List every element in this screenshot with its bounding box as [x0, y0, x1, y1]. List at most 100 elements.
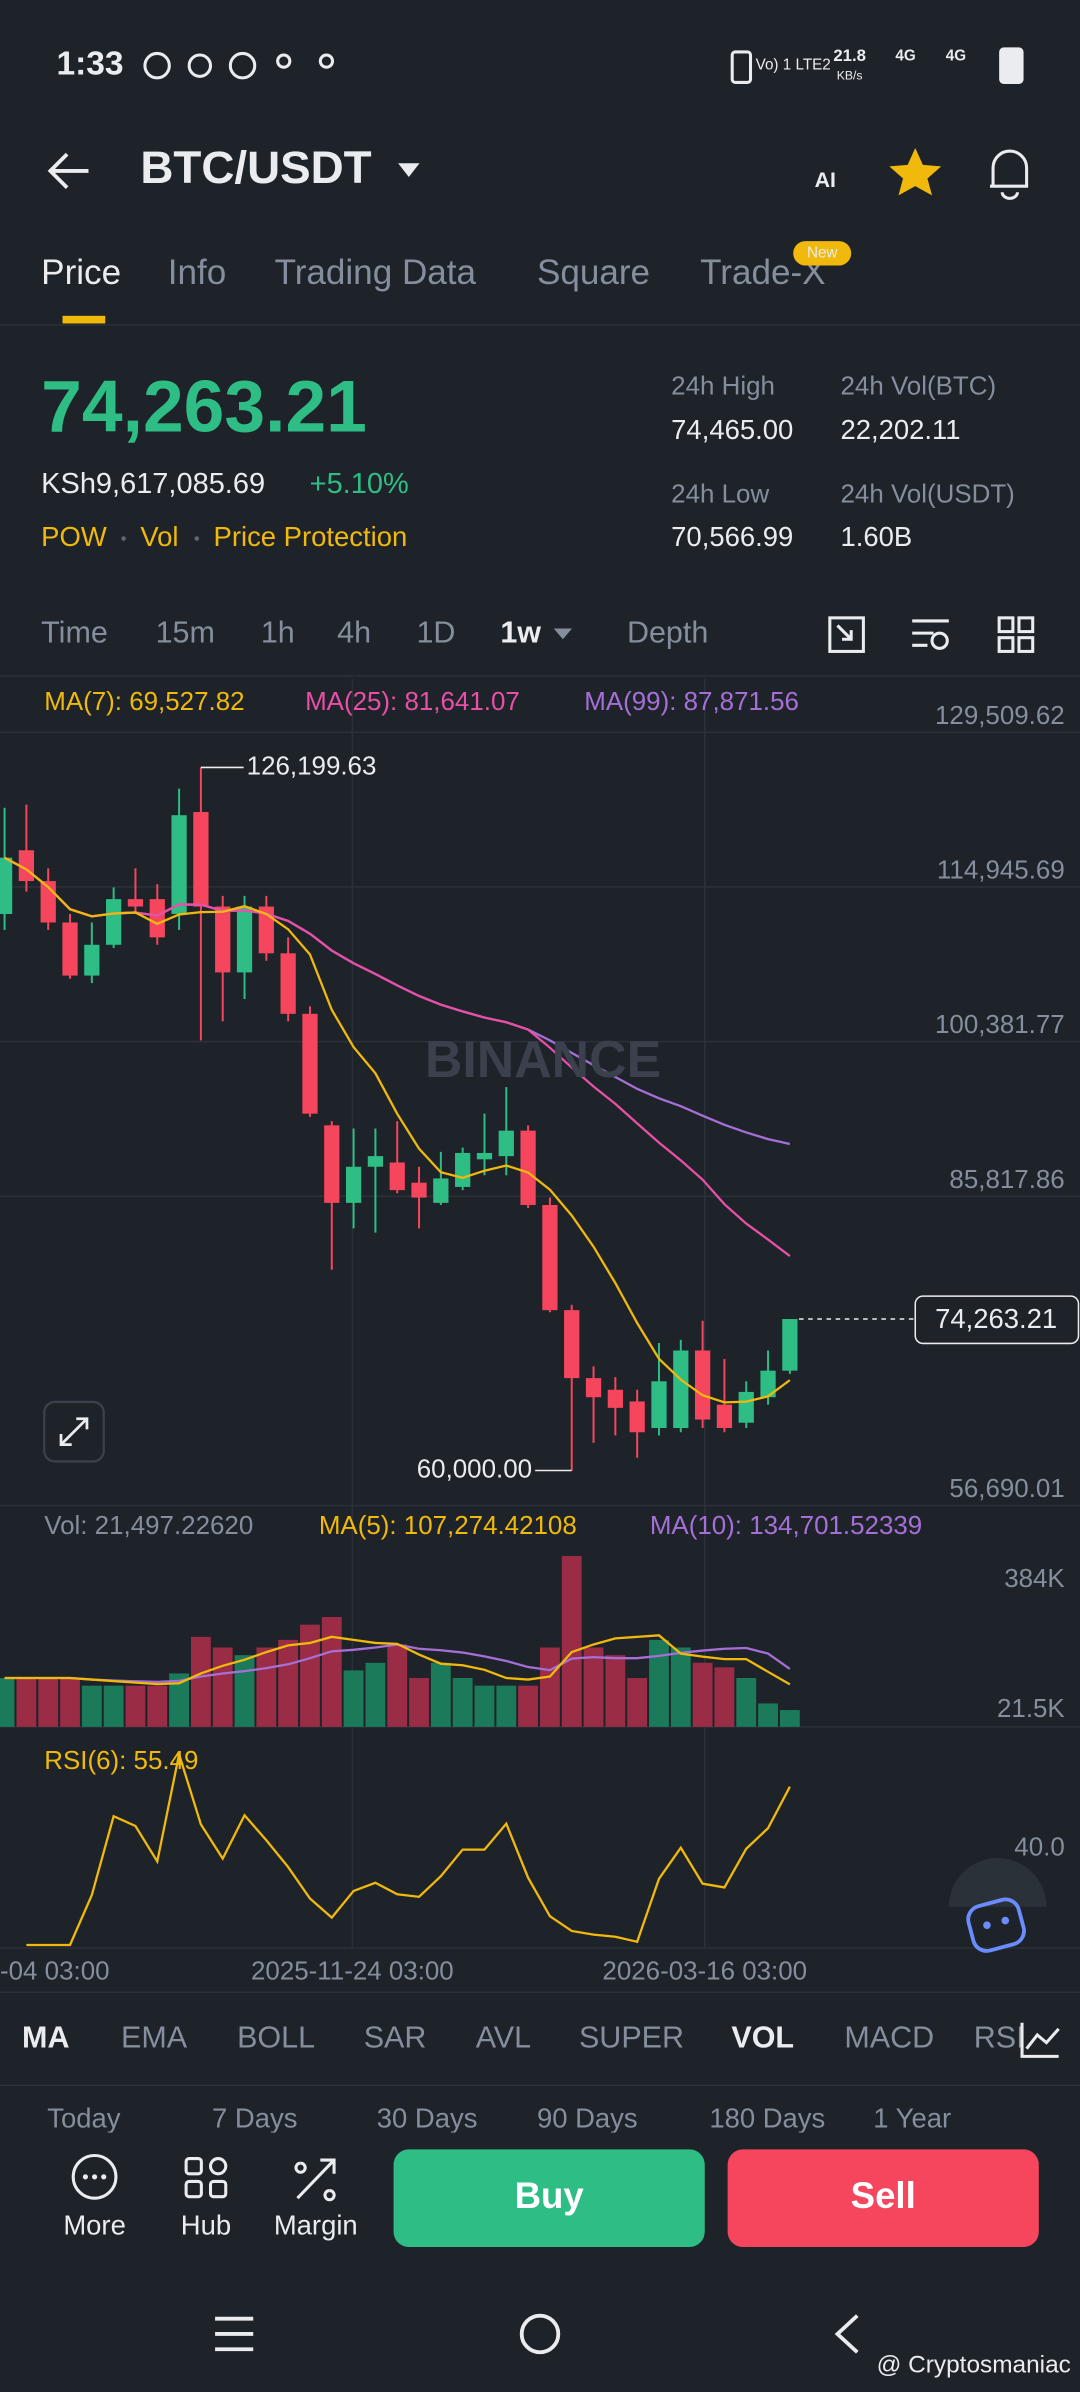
volume-bar [452, 1678, 473, 1727]
candle-body [171, 815, 187, 914]
ma-legend: MA(99): 87,871.56 [584, 688, 799, 716]
y-tick-label: 129,509.62 [935, 702, 1065, 730]
more-label[interactable]: More [63, 2209, 126, 2240]
volume-tick-label: 384K [1004, 1565, 1065, 1593]
favorite-star[interactable] [889, 148, 942, 196]
volume-bar [670, 1647, 691, 1727]
indicator[interactable]: SAR [364, 2021, 427, 2055]
candle-body [411, 1182, 427, 1198]
indicator[interactable]: MA [22, 2021, 69, 2055]
volume-bar [692, 1662, 713, 1727]
nav-back[interactable] [834, 2314, 859, 2354]
indicator[interactable]: RSI [974, 2021, 1025, 2055]
more-icon[interactable] [71, 2153, 118, 2200]
tag[interactable]: Vol [140, 521, 178, 552]
y-tick-label: 56,690.01 [949, 1475, 1064, 1503]
interval[interactable]: 1h [261, 616, 295, 650]
margin-label[interactable]: Margin [274, 2209, 358, 2240]
period[interactable]: Today [47, 2103, 120, 2134]
nav-home[interactable] [519, 2313, 561, 2355]
ai-button[interactable]: AI [815, 168, 836, 192]
period[interactable]: 30 Days [377, 2103, 478, 2134]
rsi-legend: RSI(6): 55.49 [44, 1747, 198, 1775]
x-tick-label: 2026-03-16 03:00 [602, 1957, 807, 1985]
watermark: BINANCE [425, 1030, 661, 1088]
candle-body [651, 1381, 667, 1429]
interval[interactable]: 1w [500, 616, 541, 650]
volume-bar [16, 1678, 37, 1727]
rsi-tick-label: 40.0 [1014, 1834, 1064, 1862]
candle-body [520, 1130, 536, 1205]
nav-recents[interactable] [215, 2316, 254, 2352]
new-badge [793, 241, 852, 266]
interval[interactable]: 15m [156, 616, 215, 650]
interval-dropdown[interactable] [553, 628, 573, 640]
candle-body [149, 899, 165, 938]
candle-body [673, 1350, 689, 1429]
pair-title[interactable]: BTC/USDT [140, 142, 371, 193]
last-price: 74,263.21 [41, 365, 367, 447]
alert-bell[interactable] [990, 149, 1029, 200]
period[interactable]: 90 Days [537, 2103, 638, 2134]
candle-body [585, 1378, 602, 1398]
expand-button[interactable] [43, 1400, 105, 1463]
expand-icon [59, 1417, 89, 1447]
volume-bar [256, 1647, 277, 1727]
pair-dropdown[interactable] [398, 163, 420, 178]
tab[interactable]: Price [41, 253, 121, 292]
sell-label[interactable]: Sell [851, 2175, 916, 2216]
candle-body [476, 1152, 493, 1160]
volume-bar [430, 1662, 451, 1727]
high-label: 126,199.63 [247, 752, 377, 780]
volume-bar [147, 1685, 168, 1727]
buy-label[interactable]: Buy [515, 2175, 585, 2216]
interval[interactable]: Time [41, 616, 108, 650]
volume-bar [605, 1655, 626, 1727]
candle-body [607, 1389, 623, 1408]
y-tick-label: 100,381.77 [935, 1011, 1065, 1039]
buy-button[interactable] [393, 2149, 705, 2248]
period[interactable]: 7 Days [212, 2103, 297, 2134]
interval[interactable]: 4h [337, 616, 371, 650]
volume-bar [81, 1685, 102, 1727]
margin-icon[interactable] [294, 2158, 336, 2202]
interval[interactable]: 1D [416, 616, 455, 650]
stat-label: 24h Vol(USDT) [841, 481, 1015, 509]
x-tick-label: -04 03:00 [0, 1957, 110, 1985]
indicator[interactable]: BOLL [237, 2021, 315, 2055]
sell-button[interactable] [727, 2149, 1039, 2248]
indicator[interactable]: AVL [476, 2021, 531, 2055]
change-percent: +5.10% [310, 468, 409, 500]
separator [194, 536, 200, 541]
separator [121, 536, 126, 541]
low-label: 60,000.00 [417, 1455, 532, 1483]
volume-bar [409, 1678, 429, 1727]
indicator[interactable]: MACD [844, 2021, 934, 2055]
interval[interactable]: Depth [627, 616, 708, 650]
candle-body [62, 922, 78, 976]
vol-ma5-line [4, 1634, 791, 1686]
tag[interactable]: Price Protection [214, 521, 408, 552]
period[interactable]: 180 Days [709, 2103, 825, 2134]
volume-bar [736, 1678, 757, 1727]
indicator-settings[interactable] [1020, 2022, 1060, 2058]
tab[interactable]: Trading Data [275, 253, 477, 292]
tab[interactable]: Info [168, 253, 227, 292]
hub-icon[interactable] [184, 2157, 228, 2199]
hub-label[interactable]: Hub [181, 2209, 231, 2240]
tab[interactable]: Square [537, 253, 650, 292]
volume-bar [561, 1555, 582, 1727]
tag[interactable]: POW [41, 521, 107, 552]
indicator[interactable]: SUPER [579, 2021, 684, 2055]
chart-tools[interactable] [828, 616, 1035, 653]
net: 4G [946, 48, 966, 65]
last-price-box [914, 1295, 1080, 1345]
indicator[interactable]: EMA [121, 2021, 188, 2055]
assistant-icon[interactable] [948, 1858, 1047, 1954]
period[interactable]: 1 Year [873, 2103, 951, 2134]
back-button[interactable] [47, 152, 89, 190]
indicator[interactable]: VOL [731, 2021, 794, 2055]
candle-body [389, 1162, 405, 1191]
